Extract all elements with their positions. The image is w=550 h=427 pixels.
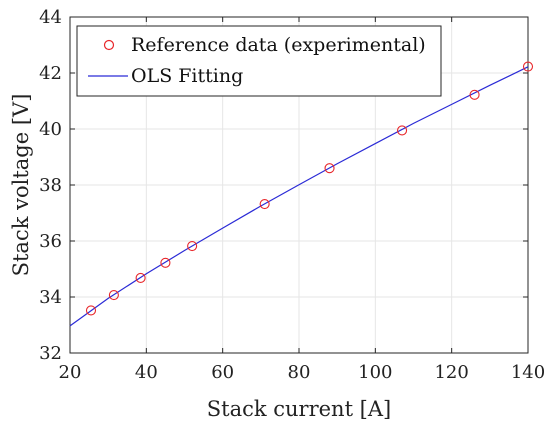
- x-tick-label: 100: [358, 362, 392, 383]
- data-point: [135, 272, 146, 284]
- y-tick-label: 42: [39, 63, 62, 84]
- y-tick-label: 36: [39, 231, 62, 252]
- x-tick-label: 120: [434, 362, 468, 383]
- data-point: [187, 240, 198, 252]
- y-axis-label: Stack voltage [V]: [9, 94, 33, 277]
- data-point: [160, 257, 171, 268]
- y-tick-label: 32: [39, 343, 62, 364]
- data-point: [469, 89, 480, 100]
- data-point: [324, 163, 335, 174]
- data-point: [259, 198, 270, 210]
- y-tick-label: 40: [39, 119, 62, 140]
- data-point: [85, 305, 97, 316]
- data-point: [522, 61, 534, 72]
- x-tick-label: 20: [59, 362, 82, 383]
- legend: Reference data (experimental) OLS Fittin…: [76, 25, 442, 97]
- x-tick-label: 140: [511, 362, 545, 383]
- legend-label-reference: Reference data (experimental): [131, 34, 426, 56]
- x-axis-label: Stack current [A]: [207, 397, 392, 421]
- y-tick-label: 38: [39, 175, 62, 196]
- series-line-ols-fitting: [69, 66, 529, 327]
- ticks: [69, 16, 529, 354]
- x-tick-label: 40: [135, 362, 158, 383]
- y-tick-label: 44: [39, 7, 62, 28]
- legend-marker-reference: [103, 39, 115, 51]
- y-tick-label: 34: [39, 287, 62, 308]
- legend-box: [76, 25, 442, 97]
- data-point: [108, 289, 119, 301]
- x-tick-label: 60: [211, 362, 234, 383]
- data-point: [396, 125, 408, 136]
- series-layer: [69, 61, 534, 327]
- tick-labels: 20 40 60 80 100 120 140 32 34 36 38 40 42 44: [39, 7, 545, 383]
- x-tick-label: 80: [288, 362, 311, 383]
- legend-label-ols: OLS Fitting: [131, 65, 243, 87]
